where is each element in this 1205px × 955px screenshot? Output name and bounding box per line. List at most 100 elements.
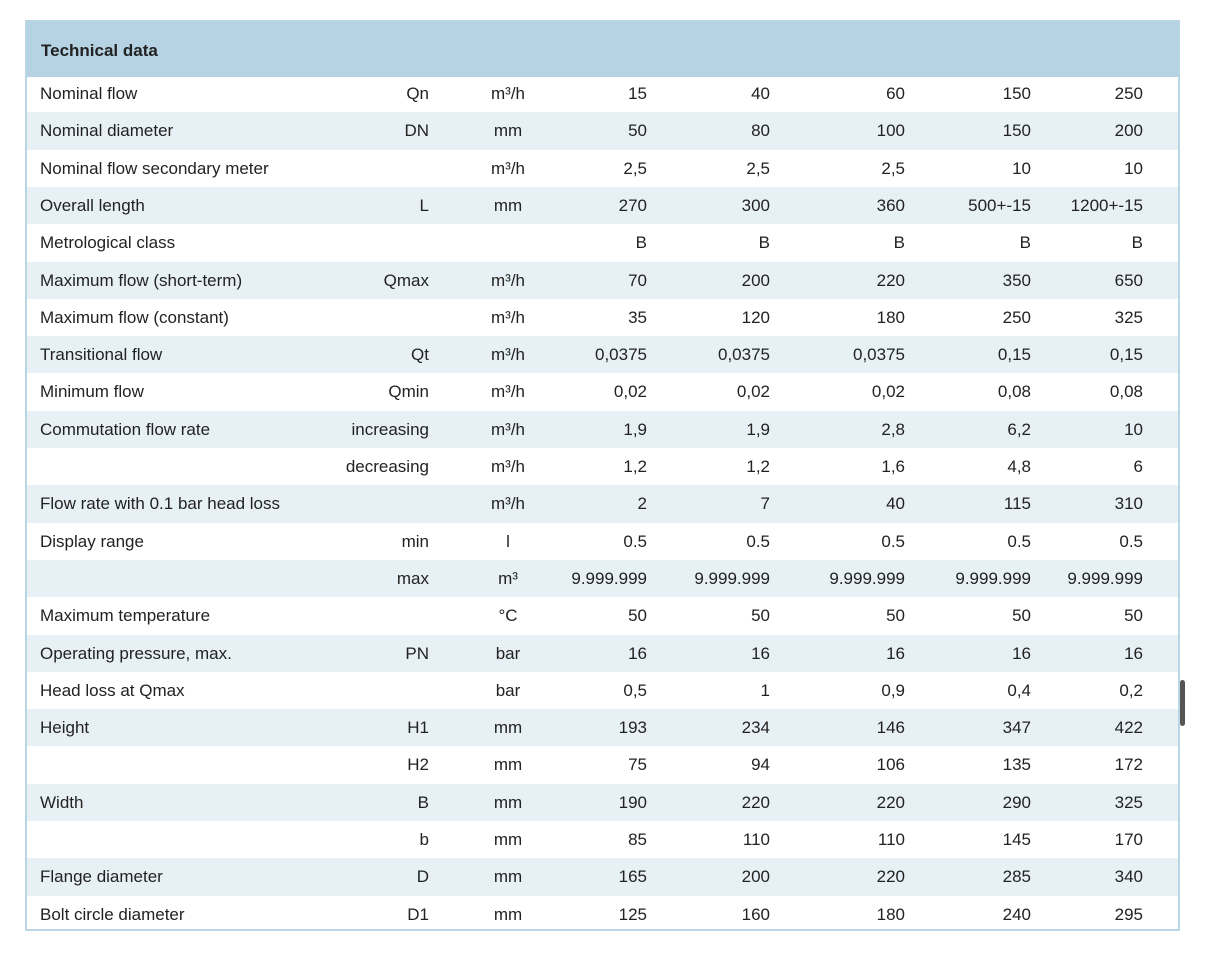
value-cell: 0,08 <box>997 382 1031 402</box>
value-cell: 0.5 <box>1119 531 1143 551</box>
table-row: Transitional flow Qt m³/h 0,0375 0,0375 0,037… <box>27 336 1178 374</box>
parameter-cell: Height <box>40 718 90 738</box>
table-row: max m³ 9.999.999 9.999.999 9.999.999 9.999.99… <box>27 559 1178 598</box>
value-cell: 146 <box>876 718 905 738</box>
value-cell: 75 <box>628 755 647 775</box>
table-header: Technical data <box>27 22 1178 77</box>
unit-cell: m³/h <box>491 382 525 402</box>
value-cell: 9.999.999 <box>1067 568 1143 588</box>
value-cell: 16 <box>628 643 647 663</box>
table-row: Operating pressure, max. PN bar 16 16 16 16 16 <box>27 634 1178 672</box>
value-cell: 500+-15 <box>968 195 1031 215</box>
table-row: Maximum flow (constant) m³/h 35 120 180 250 32… <box>27 299 1178 336</box>
value-cell: 50 <box>628 121 647 141</box>
value-cell: B <box>758 233 770 253</box>
symbol-cell: B <box>417 792 429 812</box>
table-row: H2 mm 75 94 106 135 172 <box>27 746 1178 783</box>
parameter-cell: Flange diameter <box>40 867 163 887</box>
value-cell: 190 <box>618 792 647 812</box>
value-cell: 350 <box>1002 270 1031 290</box>
value-cell: 9.999.999 <box>571 568 647 588</box>
value-cell: 300 <box>741 195 770 215</box>
table-row: Commutation flow rate increasing m³/h 1,9 1,… <box>27 410 1178 448</box>
value-cell: 94 <box>751 755 770 775</box>
unit-cell: bar <box>495 643 521 663</box>
unit-cell: mm <box>493 121 523 141</box>
value-cell: 7 <box>760 494 770 514</box>
symbol-cell: b <box>419 830 429 849</box>
value-cell: 285 <box>1002 867 1031 887</box>
parameter-cell: Maximum flow (constant) <box>40 307 229 327</box>
value-cell: B <box>635 233 647 253</box>
value-cell: 310 <box>1114 494 1143 514</box>
value-cell: 4,8 <box>1007 457 1031 476</box>
value-cell: 50 <box>751 606 770 626</box>
parameter-cell: Nominal diameter <box>40 121 174 141</box>
value-cell: 290 <box>1002 792 1031 812</box>
value-cell: 135 <box>1002 755 1031 775</box>
value-cell: 180 <box>876 904 905 924</box>
value-cell: 0.5 <box>746 531 770 551</box>
value-cell: 1,2 <box>623 457 647 476</box>
value-cell: 0,9 <box>881 680 905 700</box>
unit-cell: mm <box>493 195 523 215</box>
value-cell: 220 <box>741 792 770 812</box>
symbol-cell: decreasing <box>345 457 429 476</box>
symbol-cell: H1 <box>407 718 429 738</box>
value-cell: 70 <box>628 270 647 290</box>
value-cell: 170 <box>1114 830 1143 849</box>
unit-cell: m³/h <box>491 270 525 290</box>
value-cell: 325 <box>1114 307 1143 327</box>
parameter-cell: Nominal flow <box>40 84 138 103</box>
table-row: Metrological class B B B B B <box>27 224 1178 261</box>
value-cell: 120 <box>741 307 770 327</box>
symbol-cell: max <box>396 568 429 588</box>
value-cell: 10 <box>1012 158 1031 178</box>
table-row: Nominal diameter DN mm 50 80 100 150 200 <box>27 112 1178 150</box>
value-cell: 200 <box>741 867 770 887</box>
value-cell: 10 <box>1124 158 1143 178</box>
value-cell: 0.5 <box>623 531 647 551</box>
scrollbar-thumb[interactable] <box>1180 680 1185 726</box>
value-cell: 106 <box>876 755 905 775</box>
value-cell: B <box>1019 233 1031 253</box>
symbol-cell: Qmax <box>383 270 429 290</box>
value-cell: 40 <box>886 494 905 514</box>
parameter-cell: Maximum temperature <box>40 606 211 626</box>
value-cell: 234 <box>741 718 770 738</box>
value-cell: 2 <box>637 494 647 514</box>
value-cell: 0,5 <box>623 680 647 700</box>
value-cell: 325 <box>1114 792 1143 812</box>
value-cell: 16 <box>1012 643 1031 663</box>
value-cell: 0,15 <box>997 345 1031 365</box>
unit-cell: m³/h <box>491 84 525 103</box>
value-cell: 115 <box>1003 494 1031 514</box>
value-cell: 270 <box>618 195 647 215</box>
value-cell: 80 <box>751 121 770 141</box>
value-cell: 16 <box>751 643 770 663</box>
parameter-cell: Bolt circle diameter <box>40 904 185 924</box>
table-row: Nominal flow secondary meter m³/h 2,5 2,5 2,… <box>27 150 1178 187</box>
symbol-cell: Qn <box>406 84 429 103</box>
value-cell: 2,5 <box>746 158 770 178</box>
value-cell: 50 <box>1012 606 1031 626</box>
value-cell: 220 <box>876 867 905 887</box>
value-cell: 347 <box>1002 718 1031 738</box>
value-cell: 6 <box>1133 457 1143 476</box>
value-cell: 0,08 <box>1109 382 1143 402</box>
value-cell: 295 <box>1114 904 1143 924</box>
unit-cell: °C <box>498 606 518 626</box>
value-cell: 2,8 <box>881 419 905 439</box>
value-cell: 16 <box>1124 643 1143 663</box>
value-cell: 172 <box>1114 755 1143 775</box>
unit-cell: bar <box>495 680 521 700</box>
unit-cell: m³/h <box>491 419 525 439</box>
value-cell: 0,15 <box>1109 345 1143 365</box>
symbol-cell: Qt <box>411 345 429 365</box>
unit-cell: mm <box>493 755 523 775</box>
unit-cell: mm <box>493 904 523 924</box>
value-cell: 240 <box>1002 904 1031 924</box>
